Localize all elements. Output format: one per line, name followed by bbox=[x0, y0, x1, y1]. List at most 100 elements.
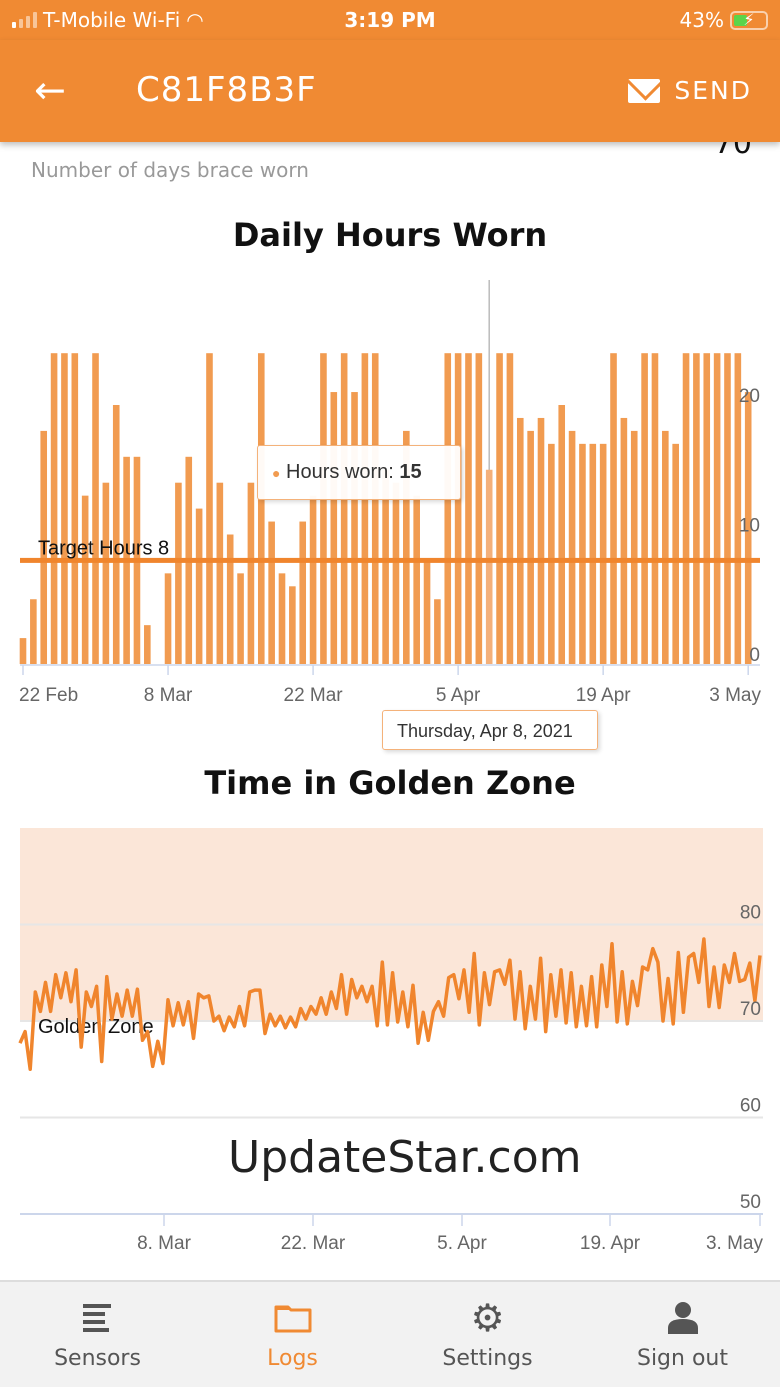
bar bbox=[247, 482, 255, 664]
bar bbox=[268, 521, 275, 664]
x-tick-label: 22. Mar bbox=[281, 1233, 346, 1254]
bar bbox=[413, 495, 420, 664]
bar bbox=[610, 353, 617, 664]
send-button[interactable]: SEND bbox=[628, 76, 752, 105]
nav-label: Sensors bbox=[54, 1346, 141, 1371]
bar bbox=[371, 353, 379, 664]
date-tooltip: Thursday, Apr 8, 2021 bbox=[382, 710, 598, 750]
bar bbox=[703, 353, 711, 664]
bar bbox=[299, 521, 307, 664]
target-line-label: Target Hours 8 bbox=[38, 537, 169, 559]
battery-percent: 43% bbox=[679, 8, 724, 32]
bar bbox=[50, 353, 58, 664]
arrow-left-icon: ← bbox=[34, 68, 66, 112]
bar bbox=[92, 353, 99, 664]
bar bbox=[361, 353, 369, 664]
bar bbox=[30, 599, 37, 664]
x-tick-label: 19 Apr bbox=[576, 685, 632, 706]
bar bbox=[734, 353, 742, 664]
bar bbox=[423, 560, 431, 664]
golden-zone-title: Time in Golden Zone bbox=[204, 764, 576, 802]
tooltip-series: Hours worn bbox=[286, 461, 389, 483]
bar bbox=[340, 353, 348, 664]
bar bbox=[226, 534, 234, 664]
folder-icon bbox=[274, 1300, 312, 1336]
carrier-name: T-Mobile Wi-Fi bbox=[43, 8, 181, 32]
target-line bbox=[20, 557, 760, 563]
list-icon bbox=[81, 1300, 115, 1336]
bar bbox=[662, 430, 669, 664]
nav-logs[interactable]: Logs bbox=[195, 1282, 390, 1387]
person-icon bbox=[666, 1300, 700, 1336]
y-tick-label: 50 bbox=[740, 1192, 761, 1213]
nav-sensors[interactable]: Sensors bbox=[0, 1282, 195, 1387]
carrier-info: T-Mobile Wi-Fi ◠ bbox=[12, 8, 204, 32]
bar bbox=[589, 443, 597, 664]
bar bbox=[144, 625, 151, 664]
bar bbox=[112, 405, 120, 664]
bar bbox=[81, 495, 89, 664]
days-worn-subtitle: Number of days brace worn bbox=[31, 158, 309, 182]
signal-icon bbox=[12, 12, 37, 28]
x-tick-label: 3 May bbox=[709, 685, 761, 706]
bar bbox=[641, 353, 648, 664]
bar bbox=[71, 353, 79, 664]
nav-settings[interactable]: ⚙ Settings bbox=[390, 1282, 585, 1387]
y-tick-label: 20 bbox=[739, 386, 760, 407]
bar bbox=[537, 417, 545, 664]
bar bbox=[744, 392, 752, 664]
bar bbox=[309, 495, 317, 664]
bar bbox=[465, 353, 472, 664]
gear-icon: ⚙ bbox=[470, 1296, 505, 1340]
bar bbox=[403, 430, 410, 664]
x-tick-label: 8 Mar bbox=[144, 685, 193, 706]
bar bbox=[320, 353, 327, 664]
bar bbox=[506, 353, 514, 664]
bar bbox=[620, 417, 628, 664]
bar bbox=[599, 443, 607, 664]
bar bbox=[568, 430, 576, 664]
bar bbox=[257, 353, 265, 664]
bar bbox=[237, 573, 244, 664]
bar bbox=[175, 482, 182, 664]
x-tick-label: 3. May bbox=[706, 1233, 764, 1254]
bar bbox=[485, 469, 493, 664]
nav-sign-out[interactable]: Sign out bbox=[585, 1282, 780, 1387]
bar bbox=[351, 392, 358, 664]
clock: 3:19 PM bbox=[344, 8, 436, 32]
bar bbox=[579, 443, 586, 664]
bar bbox=[682, 353, 690, 664]
battery-info: 43% ⚡ bbox=[680, 8, 768, 32]
bar bbox=[61, 353, 68, 664]
back-button[interactable]: ← bbox=[34, 70, 66, 110]
watermark: UpdateStar.com bbox=[228, 1132, 582, 1183]
daily-hours-title: Daily Hours Worn bbox=[232, 216, 548, 254]
daily-hours-chart[interactable]: Target Hours 8 0 10 20 22 Feb 8 Mar 22 Mar 5 Ap… bbox=[0, 0, 780, 740]
y-tick-label: 80 bbox=[740, 903, 761, 924]
y-tick-label: 70 bbox=[740, 999, 761, 1020]
bar bbox=[454, 353, 462, 664]
bar bbox=[206, 353, 213, 664]
bar bbox=[195, 508, 203, 664]
hours-tooltip: ● Hours worn: 15 bbox=[257, 445, 461, 500]
nav-label: Logs bbox=[267, 1346, 318, 1371]
golden-zone-label: Golden Zone bbox=[38, 1016, 154, 1038]
bar bbox=[40, 430, 48, 664]
x-tick-label: 8. Mar bbox=[137, 1233, 192, 1254]
bar bbox=[693, 353, 700, 664]
bar bbox=[444, 353, 452, 664]
bar bbox=[548, 443, 555, 664]
bar bbox=[516, 417, 524, 664]
bar bbox=[630, 430, 638, 664]
x-tick-label: 22 Mar bbox=[284, 685, 344, 706]
tooltip-dot-icon: ● bbox=[272, 465, 281, 481]
x-tick-label: 5 Apr bbox=[436, 685, 481, 706]
bar bbox=[278, 573, 286, 664]
bar bbox=[713, 353, 721, 664]
battery-icon: ⚡ bbox=[730, 10, 768, 30]
bar bbox=[496, 353, 503, 664]
bar bbox=[382, 469, 389, 664]
bar bbox=[164, 573, 172, 664]
bar bbox=[475, 353, 483, 664]
golden-zone-chart[interactable]: Golden Zone 50 60 70 80 8. Mar 22. Mar 5. Apr 19… bbox=[0, 0, 780, 1280]
